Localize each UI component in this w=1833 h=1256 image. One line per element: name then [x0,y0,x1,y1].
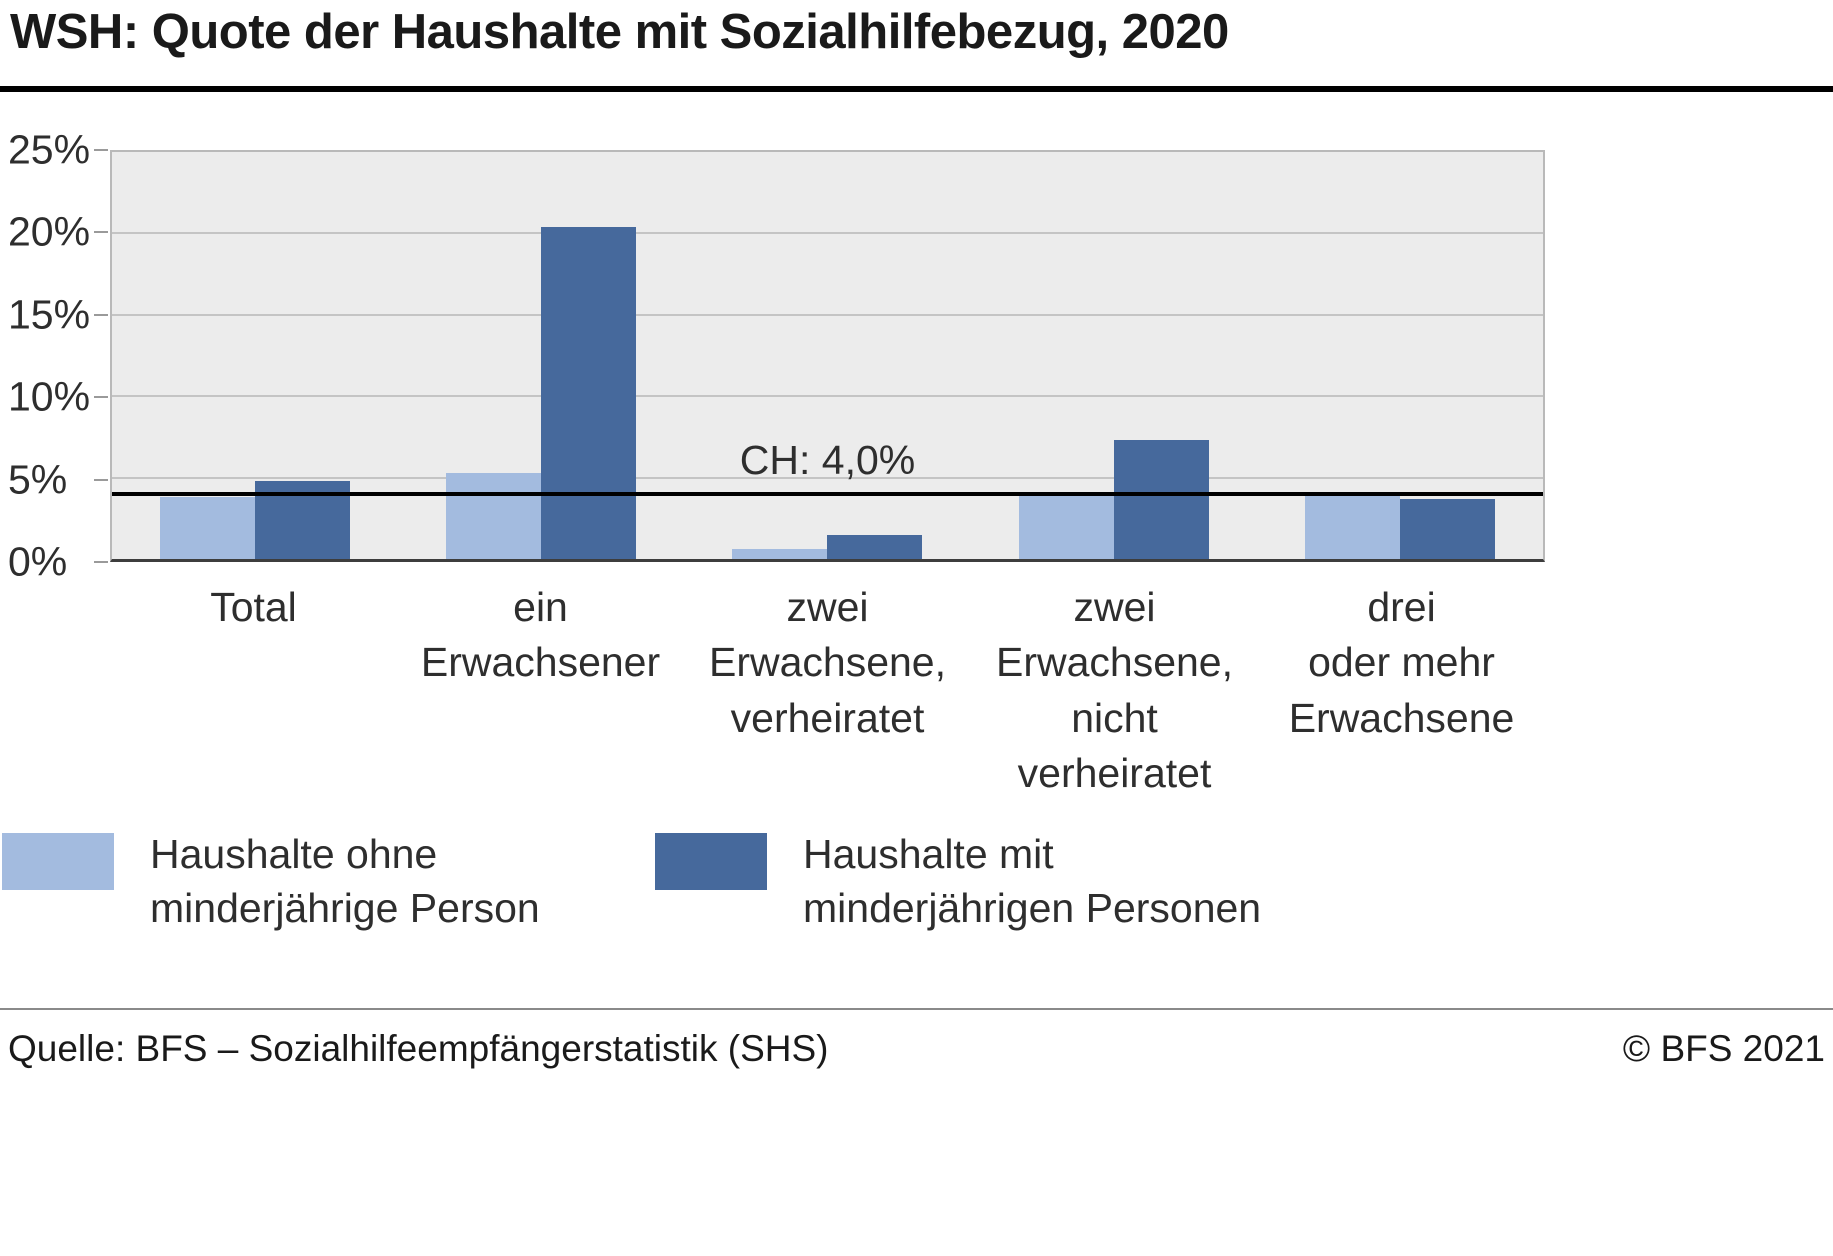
page-title: WSH: Quote der Haushalte mit Sozialhilfe… [10,5,1229,59]
y-tick-mark [94,561,108,563]
y-tick-mark [94,313,108,316]
bar-group-0 [112,152,398,559]
x-category-label: zwei Erwachsene, nicht verheiratet [995,584,1233,797]
gridline [112,476,1543,479]
title-rule [0,86,1833,92]
y-tick-label: 15% [8,291,91,338]
y-tick-label: 10% [8,373,91,420]
bar-group-3 [971,152,1257,559]
bar-series1-cat3 [1113,440,1209,559]
y-tick-mark [94,231,108,234]
plot-area: CH: 4,0% [110,150,1545,562]
reference-line-label: CH: 4,0% [739,436,916,483]
reference-line [112,491,1543,496]
bar-series0-cat3 [1018,493,1114,559]
y-tick-label: 5% [8,456,68,503]
bar-series0-cat1 [446,472,542,559]
legend-swatch-mit [655,833,767,890]
gridline [112,395,1543,398]
bar-series1-cat1 [541,226,637,559]
bar-series0-cat2 [732,549,828,559]
x-category-label: Total [210,584,297,630]
bar-series0-cat0 [160,497,256,559]
bar-series1-cat2 [827,534,923,559]
footer-rule [0,1008,1833,1010]
copyright-text: © BFS 2021 [1622,1028,1825,1069]
bar-chart: CH: 4,0% Total ein Erwachsener zwei Erwach… [8,126,1545,801]
bar-series0-cat4 [1304,493,1400,559]
gridline [112,232,1543,235]
bar-series1-cat4 [1399,498,1495,559]
legend-item-ohne: Haushalte ohne minderjährige Person [2,831,540,935]
legend-item-mit: Haushalte mit minderjährigen Personen [655,831,1261,935]
x-category-label: zwei Erwachsene, verheiratet [708,584,946,741]
legend-label-mit: Haushalte mit minderjährigen Personen [803,831,1262,932]
y-tick-mark [94,478,108,481]
gridline [112,313,1543,316]
y-tick-mark [94,396,108,399]
bar-group-2 [684,152,970,559]
x-axis-labels: Total ein Erwachsener zwei Erwachsene, ver… [110,580,1545,801]
legend-swatch-ohne [2,833,114,890]
legend-label-ohne: Haushalte ohne minderjährige Person [150,831,540,932]
legend: Haushalte ohne minderjährige Person Haus… [0,831,1833,973]
bar-group-1 [398,152,684,559]
y-tick-label: 0% [8,538,68,585]
x-category-label: drei oder mehr Erwachsene [1288,584,1515,741]
y-tick-label: 20% [8,208,91,255]
x-category-label: ein Erwachsener [420,584,661,686]
bar-group-4 [1257,152,1543,559]
y-tick-label: 25% [8,126,91,173]
y-tick-mark [94,149,108,151]
source-text: Quelle: BFS – Sozialhilfeempfängerstatis… [8,1028,829,1069]
